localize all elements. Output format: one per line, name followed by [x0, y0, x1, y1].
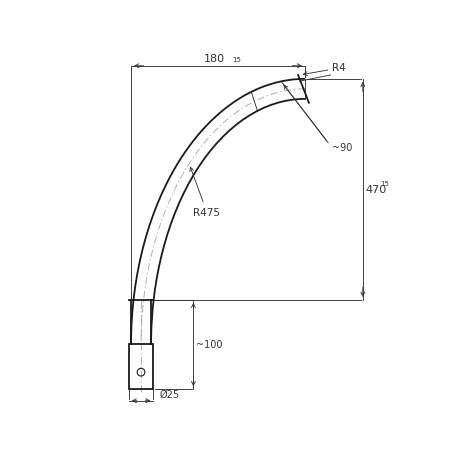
Text: Ø25: Ø25	[159, 388, 179, 398]
Text: 180: 180	[203, 54, 224, 64]
Bar	[129, 345, 153, 389]
Text: R475: R475	[190, 168, 220, 218]
Text: 15: 15	[231, 57, 240, 63]
Text: 15: 15	[380, 181, 388, 187]
Text: 470: 470	[365, 185, 386, 195]
Text: ~100: ~100	[196, 340, 223, 350]
Text: R4: R4	[331, 63, 345, 73]
Text: ~90: ~90	[331, 142, 352, 152]
